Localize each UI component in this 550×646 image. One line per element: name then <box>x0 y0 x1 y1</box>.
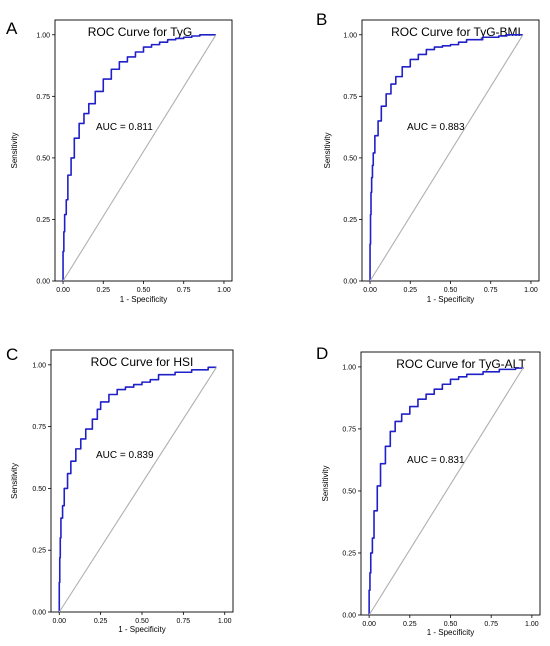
chart-title: ROC Curve for TyG <box>88 25 192 39</box>
y-axis-label: Sensitivity <box>321 465 330 501</box>
reference-diagonal-line <box>368 366 525 616</box>
chart-title: ROC Curve for TyG-BMI <box>391 25 521 39</box>
x-tick-label: 0.25 <box>96 287 110 294</box>
y-tick-label: 0.50 <box>36 155 50 162</box>
roc-curve-line <box>62 33 216 281</box>
x-tick-label: 1.00 <box>218 618 232 625</box>
roc-curve-line <box>58 366 217 612</box>
y-tick-label: 0.00 <box>343 279 357 286</box>
y-tick-label: 0.75 <box>343 94 357 101</box>
plot-frame <box>50 349 234 613</box>
x-axis-label: 1 - Specificity <box>427 628 475 637</box>
roc-panel-d: D ROC Curve for TyG-ALT 0.00 0.25 0.50 0.75 1.… <box>316 344 541 637</box>
y-tick-label: 0.00 <box>36 279 50 286</box>
x-tick-label: 0.75 <box>177 287 191 294</box>
x-tick-label: 0.75 <box>484 621 498 628</box>
y-axis-label: Sensitivity <box>10 132 19 168</box>
roc-panel-a: A ROC Curve for TyG 0.00 0.25 0.50 0.75 1.00 0.… <box>6 19 233 304</box>
y-tick-label: 0.75 <box>342 426 356 433</box>
y-tick-label: 0.50 <box>343 155 357 162</box>
y-axis-label: Sensitivity <box>10 463 19 499</box>
y-tick-label: 0.75 <box>36 94 50 101</box>
x-tick-label: 0.75 <box>484 287 498 294</box>
reference-diagonal-line <box>62 34 217 282</box>
x-tick-label: 0.25 <box>403 287 417 294</box>
y-tick-label: 0.00 <box>342 613 356 620</box>
reference-diagonal-line <box>369 34 524 282</box>
x-tick-label: 0.50 <box>444 287 458 294</box>
panel-letter: C <box>6 345 18 364</box>
x-tick-label: 0.00 <box>52 618 66 625</box>
y-tick-label: 0.25 <box>32 548 46 555</box>
y-tick-label: 1.00 <box>36 32 50 39</box>
x-tick-label: 0.25 <box>94 618 108 625</box>
x-tick-label: 0.50 <box>444 621 458 628</box>
x-tick-label: 0.25 <box>403 621 417 628</box>
panel-letter: A <box>6 19 18 38</box>
y-tick-label: 1.00 <box>343 32 357 39</box>
x-tick-label: 1.00 <box>524 287 538 294</box>
roc-curve-line <box>368 367 524 615</box>
x-axis-label: 1 - Specificity <box>118 625 166 634</box>
x-tick-label: 0.00 <box>363 287 377 294</box>
y-tick-label: 0.75 <box>32 424 46 431</box>
x-tick-label: 0.00 <box>362 621 376 628</box>
x-tick-label: 1.00 <box>525 621 539 628</box>
y-tick-label: 0.25 <box>36 217 50 224</box>
roc-panel-c: C ROC Curve for HSI 0.00 0.25 0.50 0.75 1.00 0.… <box>6 345 234 634</box>
reference-diagonal-line <box>58 367 217 613</box>
y-axis-label: Sensitivity <box>323 132 332 168</box>
auc-annotation: AUC = 0.811 <box>96 122 153 133</box>
x-tick-label: 0.50 <box>137 287 151 294</box>
x-tick-label: 0.75 <box>177 618 191 625</box>
x-axis-label: 1 - Specificity <box>427 295 475 304</box>
x-tick-label: 1.00 <box>217 287 231 294</box>
roc-panel-b: B ROC Curve for TyG-BMI 0.00 0.25 0.50 0.75 1.… <box>316 10 540 304</box>
roc-curve-line <box>369 33 523 281</box>
y-tick-label: 0.25 <box>343 217 357 224</box>
panel-letter: D <box>316 344 328 363</box>
y-tick-label: 0.00 <box>32 610 46 617</box>
x-axis-label: 1 - Specificity <box>120 295 168 304</box>
y-tick-label: 0.50 <box>342 488 356 495</box>
x-tick-label: 0.00 <box>56 287 70 294</box>
auc-annotation: AUC = 0.831 <box>407 455 465 466</box>
auc-annotation: AUC = 0.883 <box>407 122 465 133</box>
chart-title: ROC Curve for TyG-ALT <box>396 357 526 371</box>
x-tick-label: 0.50 <box>135 618 149 625</box>
chart-title: ROC Curve for HSI <box>91 355 194 369</box>
y-tick-label: 0.50 <box>32 486 46 493</box>
y-tick-label: 0.25 <box>342 550 356 557</box>
y-tick-label: 1.00 <box>342 364 356 371</box>
panel-letter: B <box>316 10 327 29</box>
y-tick-label: 1.00 <box>32 362 46 369</box>
auc-annotation: AUC = 0.839 <box>96 450 154 461</box>
